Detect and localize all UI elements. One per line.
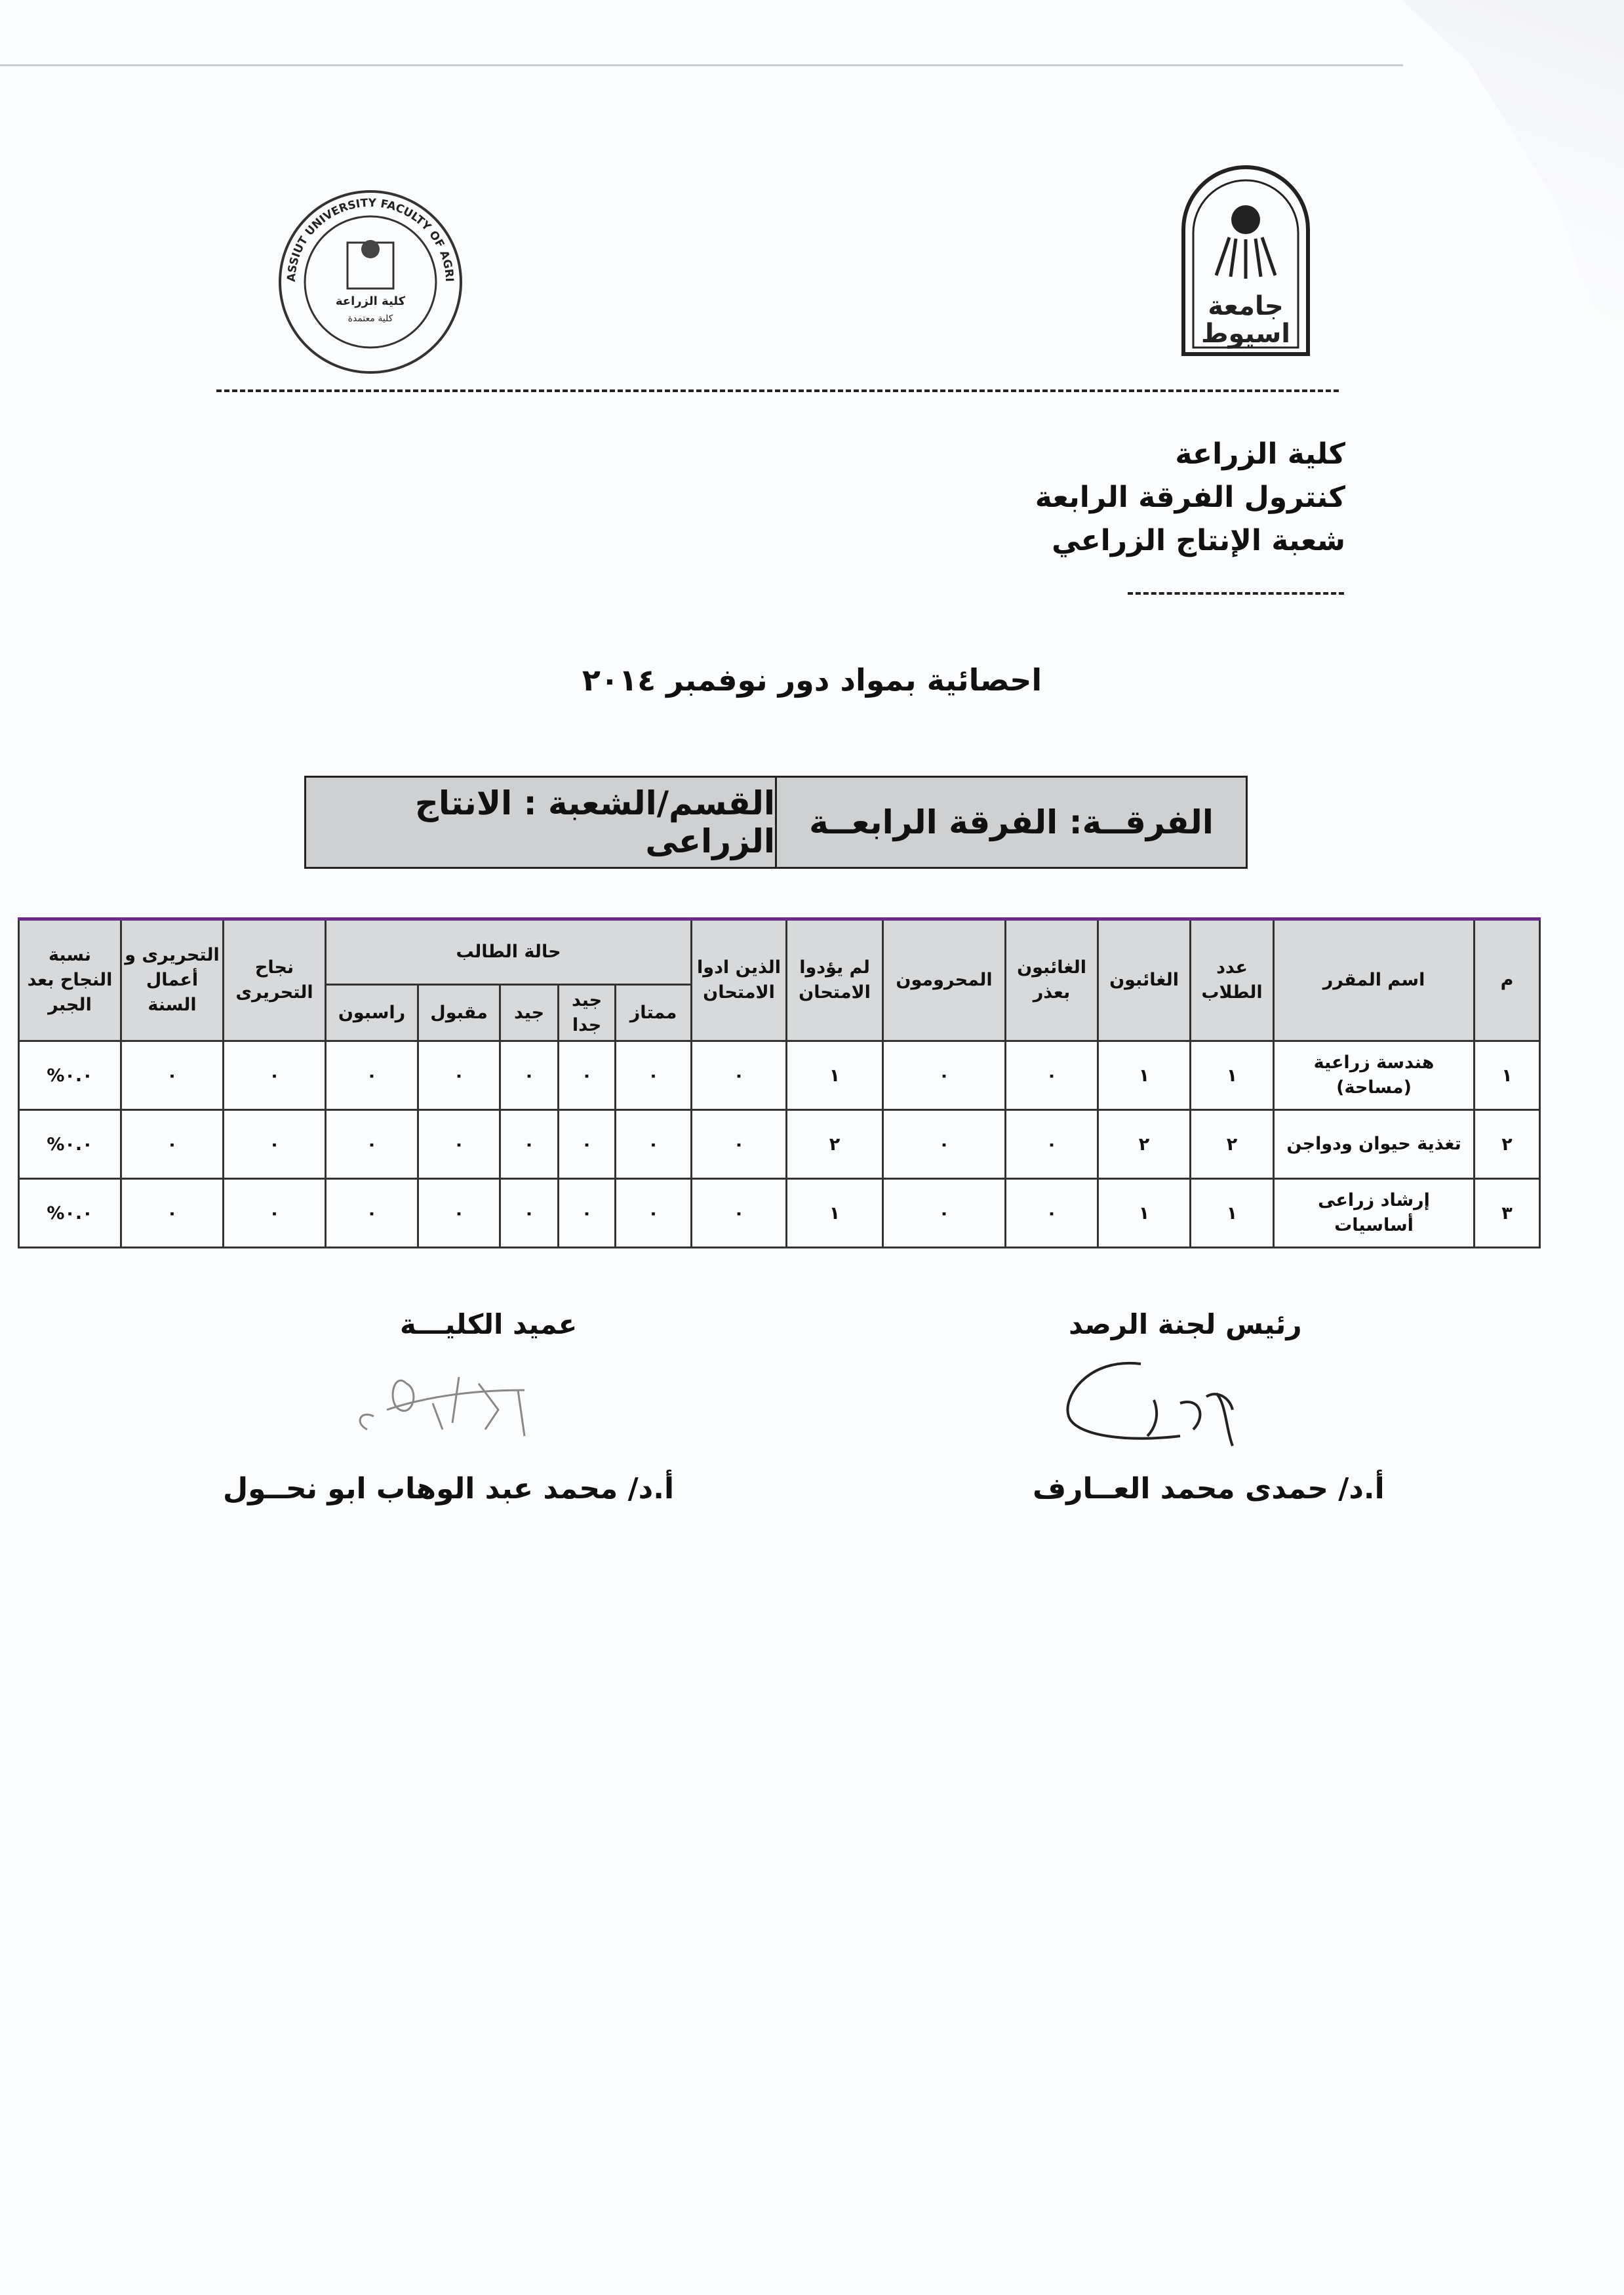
cell-course: إرشاد زراعى أساسيات [1273,1178,1476,1248]
table-row: ٢ تغذية حيوان ودواجن ٢ ٢ ٠ ٠ ٢ ٠ ٠ ٠ ٠ ٠ ٠ ٠ ٠ %٠.٠ [18,1109,1541,1180]
header-fail: راسبون [324,984,420,1042]
header-taken: الذين ادوا الامتحان [690,917,788,1042]
header-course: اسم المقرر [1273,917,1476,1042]
cell-absent: ١ [1097,1040,1192,1111]
cell-taken: ٠ [690,1040,788,1111]
dean-title: عميد الكليـــة [400,1308,578,1340]
header-good: جيد [499,984,560,1042]
cell-fail: ٠ [324,1178,420,1248]
cell-taken: ٠ [690,1109,788,1180]
cell-excellent: ٠ [614,1040,693,1111]
svg-text:اسيوط: اسيوط [1201,319,1290,349]
cell-good: ٠ [499,1178,560,1248]
header-deprived: المحرومون [882,917,1007,1042]
paper-edge [0,64,1403,66]
cell-written-year: ٠ [120,1109,224,1180]
cell-written-year: ٠ [120,1178,224,1248]
table-row: ٣ إرشاد زراعى أساسيات ١ ١ ٠ ٠ ١ ٠ ٠ ٠ ٠ ٠ ٠ ٠ ٠ %٠.٠ [18,1178,1541,1248]
cell-absent-excused: ٠ [1004,1040,1099,1111]
header-pass: مقبول [417,984,502,1042]
header-written-year: التحريرى و أعمال السنة [120,917,224,1042]
cell-pass: ٠ [417,1040,502,1111]
cell-pass: ٠ [417,1109,502,1180]
cell-not-taken: ١ [785,1178,884,1248]
dean-signature [359,1376,526,1437]
cell-no: ٣ [1473,1178,1541,1248]
header-no: م [1473,917,1541,1042]
info-box: الفرقــة: الفرقة الرابعــة القسم/الشعبة … [304,776,1248,869]
cell-students: ٢ [1189,1109,1275,1180]
folded-corner [1401,0,1624,407]
faculty-name: كلية الزراعة [1175,437,1345,471]
cell-very-good: ٠ [557,1109,617,1180]
cell-written-pass: ٠ [222,1109,327,1180]
cell-students: ١ [1189,1040,1275,1111]
cell-pass-rate: %٠.٠ [18,1040,122,1111]
cell-fail: ٠ [324,1109,420,1180]
cell-pass: ٠ [417,1178,502,1248]
table-row: ١ هندسة زراعية (مساحة) ١ ١ ٠ ٠ ١ ٠ ٠ ٠ ٠ ٠ ٠ ٠ ٠ %٠.٠ [18,1040,1541,1111]
cell-deprived: ٠ [882,1178,1007,1248]
cell-good: ٠ [499,1109,560,1180]
cell-fail: ٠ [324,1040,420,1111]
cell-no: ١ [1473,1040,1541,1111]
cell-excellent: ٠ [614,1109,693,1180]
committee-head-name: أ.د/ حمدى محمد العــارف [1033,1472,1385,1506]
header-excellent: ممتاز [614,984,693,1042]
division-name: شعبة الإنتاج الزراعي [1052,524,1345,557]
cell-written-pass: ٠ [222,1040,327,1111]
control-name: كنترول الفرقة الرابعة [1035,481,1345,514]
cell-written-year: ٠ [120,1040,224,1111]
cell-students: ١ [1189,1178,1275,1248]
faculty-seal-logo: ASSIUT UNIVERSITY FACULTY OF AGRICULTURE… [275,187,462,374]
dean-name: أ.د/ محمد عبد الوهاب ابو نحــول [223,1472,675,1506]
svg-text:ASSIUT UNIVERSITY FACULTY OF A: ASSIUT UNIVERSITY FACULTY OF AGRICULTURE [275,187,456,282]
level-label: الفرقــة: الفرقة الرابعــة [809,803,1214,841]
cell-absent: ١ [1097,1178,1192,1248]
cell-excellent: ٠ [614,1178,693,1248]
cell-deprived: ٠ [882,1040,1007,1111]
header-students: عدد الطلاب [1189,917,1275,1042]
cell-pass-rate: %٠.٠ [18,1178,122,1248]
svg-text:جامعة: جامعة [1208,291,1283,321]
header-divider [216,389,1339,392]
department-label: القسم/الشعبة : الانتاج الزراعى [306,778,777,867]
svg-text:كلية معتمدة: كلية معتمدة [348,313,393,324]
cell-absent-excused: ٠ [1004,1178,1099,1248]
cell-absent-excused: ٠ [1004,1109,1099,1180]
header-absent: الغائبون [1097,917,1192,1042]
header-absent-excused: الغائبون بعذر [1004,917,1099,1042]
header-pass-rate: نسبة النجاح بعد الجبر [18,917,122,1042]
cell-good: ٠ [499,1040,560,1111]
monitoring-committee-title: رئيس لجنة الرصد [1069,1308,1302,1340]
cell-not-taken: ١ [785,1040,884,1111]
cell-very-good: ٠ [557,1178,617,1248]
cell-deprived: ٠ [882,1109,1007,1180]
statistics-table: م اسم المقرر عدد الطلاب الغائبون الغائبو… [18,917,1541,1248]
cell-taken: ٠ [690,1178,788,1248]
header-very-good: جيد جدا [557,984,617,1042]
committee-head-signature [1066,1361,1234,1447]
cell-pass-rate: %٠.٠ [18,1109,122,1180]
header-written-pass: نجاح التحريرى [222,917,327,1042]
svg-text:كلية الزراعة: كلية الزراعة [336,294,406,308]
university-logo: جامعة اسيوط [1181,165,1310,356]
cell-very-good: ٠ [557,1040,617,1111]
document-title: احصائية بمواد دور نوفمبر ٢٠١٤ [582,662,1042,698]
institution-header: كلية الزراعة كنترول الفرقة الرابعة شعبة … [1035,433,1345,563]
header-not-taken: لم يؤدوا الامتحان [785,917,884,1042]
header-underline [1128,592,1344,595]
header-status: حالة الطالب [324,917,693,986]
cell-course: تغذية حيوان ودواجن [1273,1109,1476,1180]
cell-not-taken: ٢ [785,1109,884,1180]
cell-course: هندسة زراعية (مساحة) [1273,1040,1476,1111]
cell-written-pass: ٠ [222,1178,327,1248]
cell-absent: ٢ [1097,1109,1192,1180]
cell-no: ٢ [1473,1109,1541,1180]
